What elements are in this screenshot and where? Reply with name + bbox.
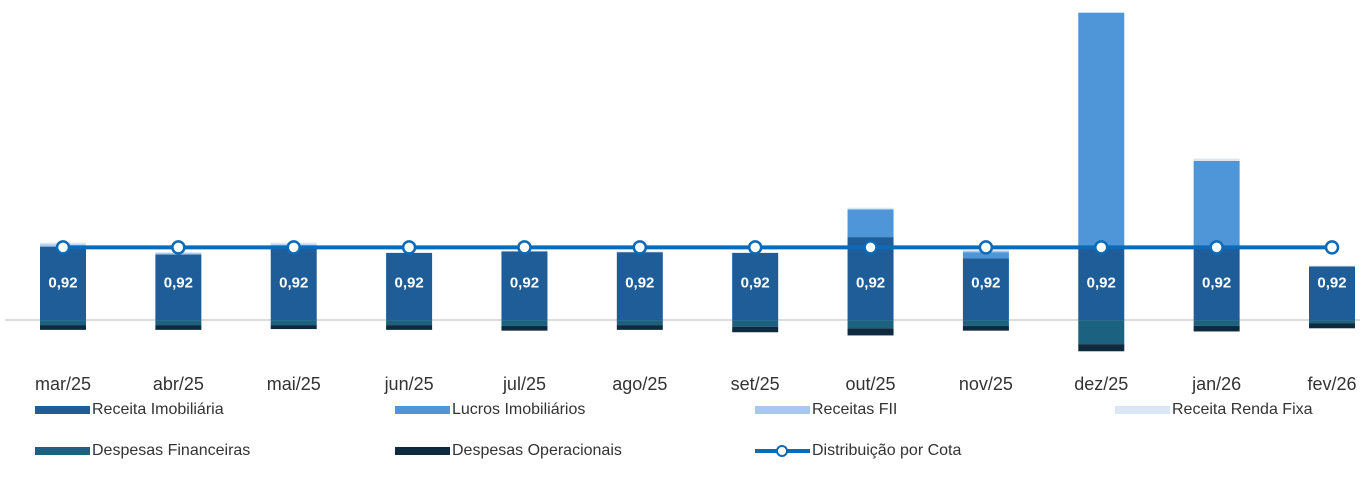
bar-segment xyxy=(155,325,202,330)
bar-segment xyxy=(1078,246,1125,321)
legend-label: Receitas FII xyxy=(812,401,897,418)
bar-segment xyxy=(962,325,1009,331)
bar-segment xyxy=(386,320,433,326)
bar-segment xyxy=(501,325,548,331)
x-tick-label: mai/25 xyxy=(267,374,321,394)
bar-segment xyxy=(386,325,433,330)
bar-segment xyxy=(1309,265,1355,267)
line-point xyxy=(747,240,763,255)
legend-label: Lucros Imobiliários xyxy=(452,401,585,418)
bar-segment xyxy=(847,207,894,210)
bar-segment xyxy=(1078,320,1125,345)
bar-segment xyxy=(1078,344,1125,352)
data-label: 0,92 xyxy=(1202,274,1231,291)
data-label: 0,92 xyxy=(164,274,193,291)
x-tick-label: nov/25 xyxy=(959,374,1013,394)
bar-segment xyxy=(962,320,1009,326)
legend-swatch xyxy=(35,406,90,414)
bar-segment xyxy=(386,252,433,321)
bar-segment xyxy=(1309,323,1355,329)
bar-segment xyxy=(847,209,894,238)
data-label: 0,92 xyxy=(48,274,77,291)
bar-segment xyxy=(1193,320,1240,326)
bar-segment xyxy=(962,258,1009,321)
line-point xyxy=(632,240,648,255)
bar-segment xyxy=(40,325,86,330)
bar-segment xyxy=(1193,158,1240,161)
x-tick-label: jul/25 xyxy=(502,374,546,394)
x-tick-label: jun/25 xyxy=(384,374,434,394)
bar-segment xyxy=(847,320,894,329)
legend-swatch xyxy=(755,406,810,414)
legend-label: Despesas Operacionais xyxy=(452,442,622,459)
legend-swatch xyxy=(395,406,450,414)
bar-segment xyxy=(1193,325,1240,332)
legend-swatch xyxy=(776,445,788,457)
legend-swatch xyxy=(395,447,450,455)
bar-segment xyxy=(847,328,894,336)
data-label: 0,92 xyxy=(971,274,1000,291)
bar-segment xyxy=(501,251,548,321)
legend-swatch xyxy=(1115,406,1170,414)
bar-segment xyxy=(270,320,317,326)
x-tick-label: set/25 xyxy=(731,374,780,394)
bar-segment xyxy=(40,246,86,321)
line-point xyxy=(55,240,71,255)
data-label: 0,92 xyxy=(856,274,885,291)
line-point xyxy=(401,240,417,255)
bar-segment xyxy=(501,320,548,326)
bar-segment xyxy=(616,325,663,330)
line-point xyxy=(517,240,532,255)
bar-segment xyxy=(155,254,202,321)
x-tick-label: dez/25 xyxy=(1074,374,1128,394)
bar-segment xyxy=(616,252,663,321)
data-label: 0,92 xyxy=(510,274,539,291)
bar-segment xyxy=(1309,320,1355,324)
bar-segment xyxy=(732,252,779,321)
bar-segment xyxy=(732,326,779,333)
x-tick-label: out/25 xyxy=(846,374,896,394)
legend-label: Receita Imobiliária xyxy=(92,401,224,418)
bar-segment xyxy=(616,320,663,326)
line-point xyxy=(1209,240,1224,255)
bar-segment xyxy=(155,320,202,326)
bar-segment xyxy=(962,252,1009,259)
bar-segment xyxy=(1309,266,1355,321)
line-point xyxy=(171,240,186,255)
data-label: 0,92 xyxy=(279,274,308,291)
legend-swatch xyxy=(35,447,90,455)
data-label: 0,92 xyxy=(625,274,654,291)
line-point xyxy=(863,240,878,255)
x-tick-label: ago/25 xyxy=(612,374,667,394)
legend-label: Receita Renda Fixa xyxy=(1172,401,1313,418)
bar-segment xyxy=(270,325,317,330)
line-point xyxy=(286,240,301,255)
x-tick-label: abr/25 xyxy=(153,374,204,394)
bar-segment xyxy=(1078,12,1125,247)
bar-segment xyxy=(40,320,86,326)
line-point xyxy=(1094,240,1109,255)
bar-segment xyxy=(1193,248,1240,321)
data-label: 0,92 xyxy=(1317,274,1346,291)
bar-segment xyxy=(270,246,317,321)
line-point xyxy=(1324,240,1340,255)
legend-label: Distribuição por Cota xyxy=(812,442,962,459)
bar-segment xyxy=(1193,160,1240,249)
line-point xyxy=(978,240,994,255)
x-tick-label: jan/26 xyxy=(1191,374,1241,394)
x-tick-label: mar/25 xyxy=(35,374,91,394)
legend-label: Despesas Financeiras xyxy=(92,442,250,459)
bar-segment xyxy=(732,320,779,327)
data-label: 0,92 xyxy=(1087,274,1116,291)
data-label: 0,92 xyxy=(741,274,770,291)
data-label: 0,92 xyxy=(394,274,423,291)
x-tick-label: fev/26 xyxy=(1307,374,1356,394)
